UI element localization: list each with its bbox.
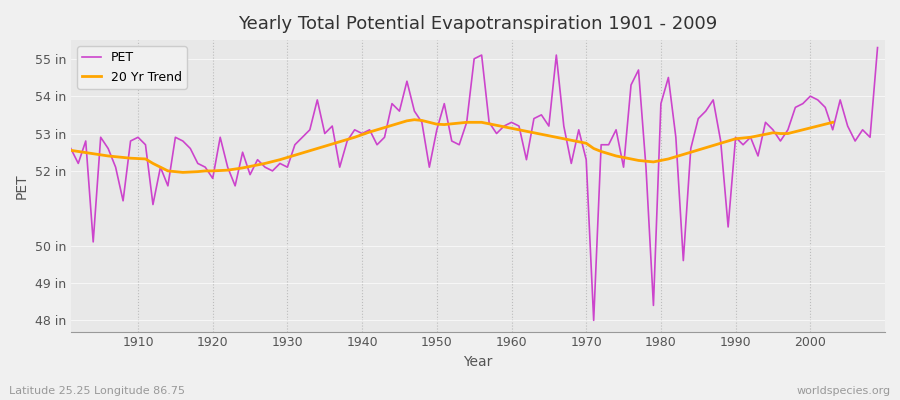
20 Yr Trend — [409, 117, 419, 122]
Line: PET: PET — [71, 48, 878, 320]
PET — [499, 124, 509, 128]
Title: Yearly Total Potential Evapotranspiration 1901 - 2009: Yearly Total Potential Evapotranspiratio… — [238, 15, 717, 33]
Legend: PET, 20 Yr Trend: PET, 20 Yr Trend — [77, 46, 187, 89]
20 Yr Trend — [768, 130, 778, 135]
20 Yr Trend — [521, 129, 532, 134]
20 Yr Trend — [177, 170, 188, 175]
PET — [334, 165, 345, 170]
PET — [66, 146, 77, 151]
PET — [125, 139, 136, 144]
PET — [603, 142, 614, 147]
Line: 20 Yr Trend: 20 Yr Trend — [71, 120, 833, 172]
20 Yr Trend — [827, 120, 838, 125]
Text: Latitude 25.25 Longitude 86.75: Latitude 25.25 Longitude 86.75 — [9, 386, 185, 396]
PET — [290, 142, 301, 147]
Y-axis label: PET: PET — [15, 173, 29, 199]
PET — [589, 318, 599, 323]
20 Yr Trend — [282, 155, 292, 160]
X-axis label: Year: Year — [464, 355, 492, 369]
20 Yr Trend — [790, 129, 801, 134]
20 Yr Trend — [752, 133, 763, 138]
20 Yr Trend — [775, 131, 786, 136]
PET — [506, 120, 517, 125]
20 Yr Trend — [66, 148, 77, 153]
Text: worldspecies.org: worldspecies.org — [796, 386, 891, 396]
PET — [872, 45, 883, 50]
